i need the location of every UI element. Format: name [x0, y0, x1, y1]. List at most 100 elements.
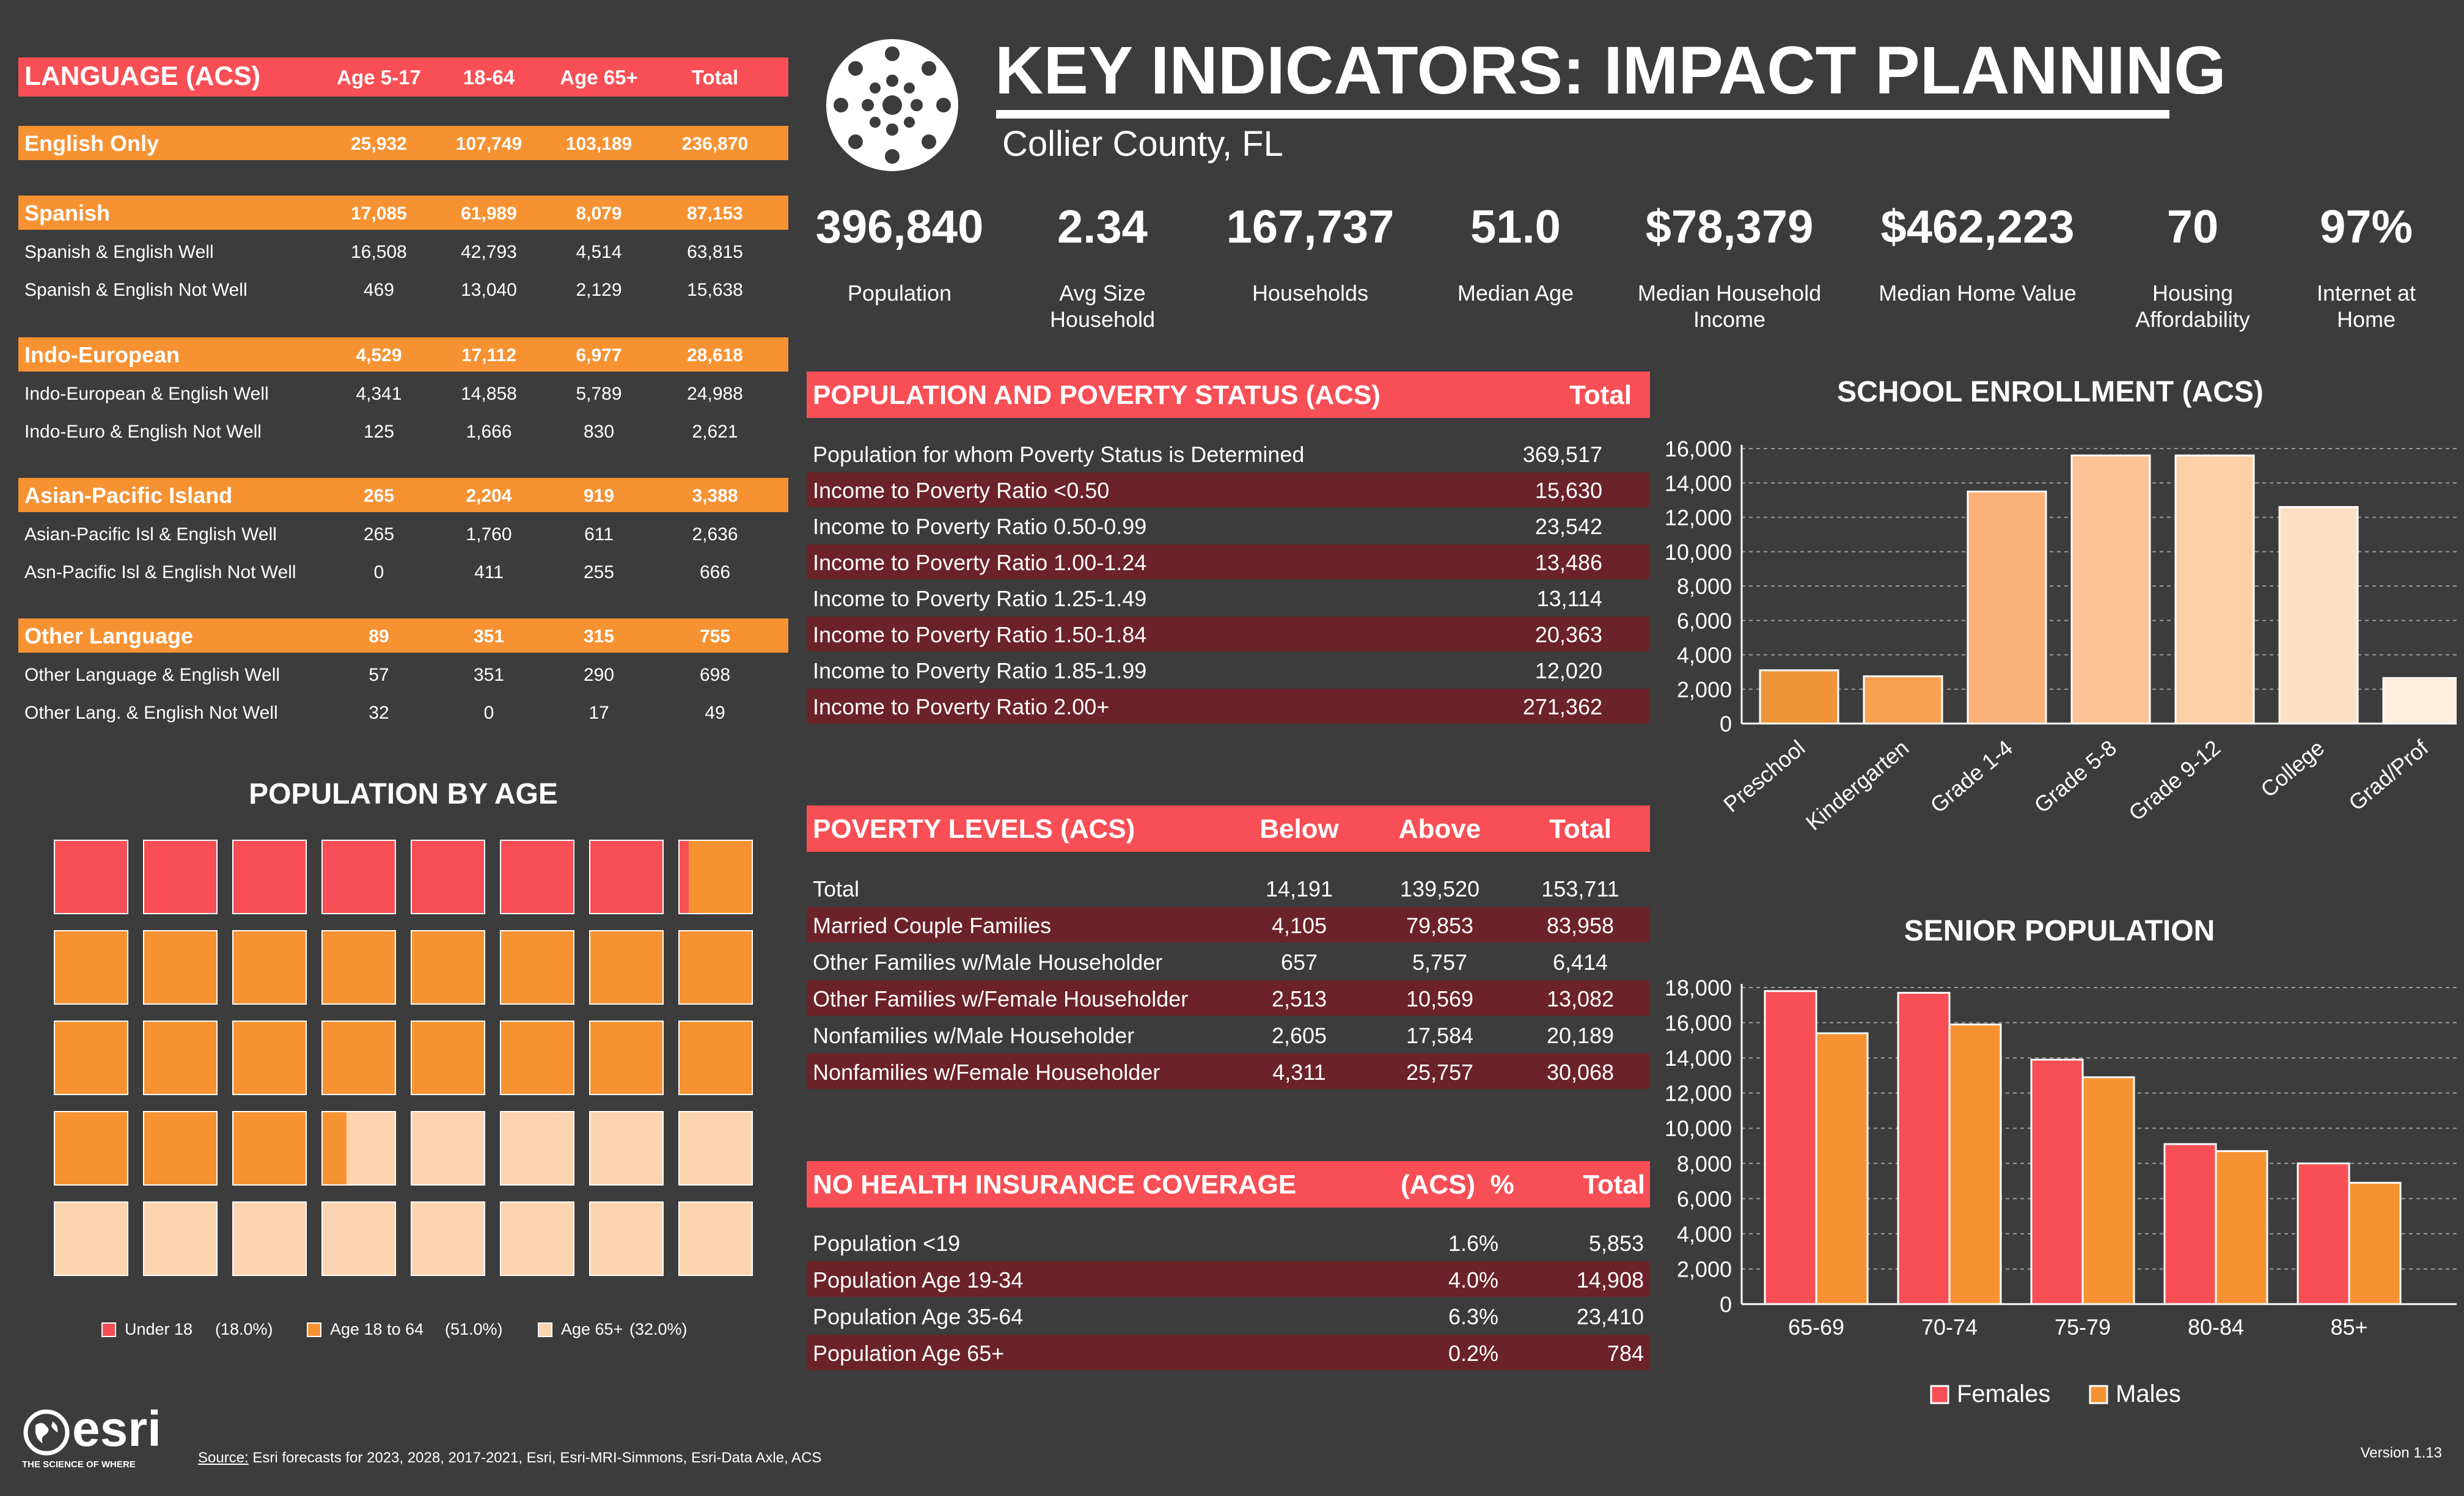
language-sub-value: 15,638: [687, 280, 743, 300]
waffle-fill: [55, 1022, 127, 1094]
x-tick-label: Grad/Prof: [2344, 735, 2433, 815]
language-group-value: 17,085: [351, 204, 407, 224]
poverty-levels-col-header: Total: [1549, 814, 1612, 844]
x-tick-label: 75-79: [2055, 1314, 2111, 1340]
bar: [1967, 490, 2047, 725]
waffle-fill: [144, 1203, 216, 1275]
language-group-value: 4,529: [356, 345, 402, 365]
poverty-levels-label: Nonfamilies w/Male Householder: [813, 1023, 1135, 1048]
legend-pct: (51.0%): [445, 1320, 503, 1338]
poverty-status-value: 15,630: [1535, 478, 1602, 503]
health-value: 14,908: [1576, 1267, 1644, 1292]
poverty-status-row: Income to Poverty Ratio 2.00+ 271,362: [807, 689, 1650, 724]
poverty-status-value: 271,362: [1522, 694, 1602, 719]
poverty-levels-row: Married Couple Families 4,105 79,853 83,958: [807, 907, 1650, 942]
language-sub-value: 4,341: [356, 384, 402, 404]
language-sub-value: 63,815: [687, 242, 743, 262]
health-row: Population Age 65+ 0.2% 784: [807, 1335, 1650, 1370]
bar-males: [2348, 1181, 2402, 1305]
poverty-levels-value: 17,584: [1406, 1023, 1474, 1048]
poverty-status-label: Income to Poverty Ratio 1.25-1.49: [813, 586, 1147, 611]
poverty-status-value: 20,363: [1535, 622, 1602, 647]
y-tick-label: 6,000: [1677, 1186, 1732, 1211]
language-col-header: Age 5-17: [337, 66, 421, 89]
kpi-value: 2.34: [1057, 201, 1148, 253]
legend-label: Age 65+: [561, 1320, 623, 1338]
health-pct: 1.6%: [1448, 1231, 1498, 1256]
language-group-row: Indo-European 4,529 17,112 6,977 28,618: [18, 337, 788, 372]
bar-females: [1897, 992, 1951, 1305]
language-sub-value: 16,508: [351, 242, 407, 262]
waffle-fill: [233, 1022, 306, 1094]
waffle-square: [143, 1201, 218, 1276]
school-enrollment-title: SCHOOL ENROLLMENT (ACS): [1837, 376, 2264, 408]
poverty-levels-col-header: Above: [1398, 814, 1481, 844]
bar-males: [2215, 1150, 2268, 1305]
poverty-levels-value: 153,711: [1541, 876, 1619, 901]
language-sub-value: 49: [705, 703, 725, 723]
kpi-label: Median Age: [1457, 280, 1574, 306]
waffle-fill: [590, 1203, 662, 1275]
poverty-levels-label: Nonfamilies w/Female Householder: [813, 1060, 1160, 1085]
waffle-fill: [323, 1112, 346, 1184]
waffle-fill: [323, 1022, 395, 1094]
poverty-levels-value: 20,189: [1546, 1023, 1615, 1048]
poverty-levels-value: 10,569: [1406, 986, 1474, 1011]
language-sub-value: 42,793: [461, 242, 517, 262]
waffle-fill: [689, 841, 752, 913]
poverty-levels-value: 5,757: [1412, 950, 1468, 975]
waffle-fill: [590, 1112, 662, 1184]
language-group-value: 103,189: [565, 134, 632, 154]
language-sub-value: 13,040: [461, 280, 517, 300]
language-group-value: 87,153: [687, 204, 743, 224]
poverty-status-label: Income to Poverty Ratio 1.50-1.84: [813, 622, 1147, 647]
poverty-levels-row: Other Families w/Male Householder 657 5,75…: [807, 944, 1650, 979]
waffle-square: [321, 930, 396, 1005]
language-group-row: Asian-Pacific Island 265 2,204 919 3,388: [18, 478, 788, 512]
waffle-square: [321, 1111, 396, 1186]
poverty-levels-value: 83,958: [1546, 913, 1615, 938]
poverty-levels-value: 30,068: [1546, 1060, 1615, 1085]
language-sub-value: 2,636: [692, 524, 738, 544]
poverty-status-label: Income to Poverty Ratio 2.00+: [813, 694, 1110, 719]
waffle-square: [589, 1111, 664, 1186]
health-value: 784: [1607, 1341, 1644, 1366]
health-pct: 0.2%: [1448, 1341, 1498, 1366]
waffle-square: [500, 840, 574, 914]
poverty-levels-title: POVERTY LEVELS (ACS): [813, 814, 1135, 844]
kpi-value: $78,379: [1645, 201, 1814, 253]
poverty-status-label: Income to Poverty Ratio <0.50: [813, 478, 1110, 503]
poverty-levels-label: Married Couple Families: [813, 913, 1052, 938]
y-tick-label: 8,000: [1677, 1151, 1732, 1176]
x-tick-label: Grade 9-12: [2124, 735, 2225, 826]
waffle-fill: [144, 1022, 216, 1094]
page-title: KEY INDICATORS: IMPACT PLANNING: [995, 33, 2226, 108]
waffle-fill: [680, 1022, 752, 1094]
y-tick-label: 12,000: [1665, 1081, 1732, 1106]
bar-females: [2030, 1058, 2084, 1305]
bar-males: [1815, 1032, 1869, 1305]
language-sub-value: 290: [583, 665, 615, 685]
waffle-fill: [55, 1112, 127, 1184]
language-group-name: Asian-Pacific Island: [24, 483, 233, 508]
poverty-levels-row: Nonfamilies w/Male Householder 2,605 17,58…: [807, 1017, 1650, 1052]
bar-females: [2297, 1162, 2350, 1305]
language-sub-name: Spanish & English Not Well: [24, 280, 248, 300]
bar: [1759, 669, 1839, 725]
language-sub-name: Indo-Euro & English Not Well: [24, 422, 262, 442]
y-tick-label: 4,000: [1677, 643, 1732, 668]
language-col-header: Age 65+: [560, 66, 638, 89]
poverty-levels-header: POVERTY LEVELS (ACS) Below Above Total: [807, 805, 1650, 852]
y-tick-label: 2,000: [1677, 1256, 1732, 1282]
source-text: Esri forecasts for 2023, 2028, 2017-2021…: [248, 1450, 822, 1466]
kpi-value: 51.0: [1470, 201, 1561, 253]
language-group-value: 2,204: [466, 486, 512, 506]
waffle-fill: [590, 931, 662, 1003]
waffle-fill: [680, 841, 689, 913]
waffle-fill: [144, 1112, 216, 1184]
language-sub-row: Indo-Euro & English Not Well 125 1,666 830 2…: [18, 418, 788, 449]
poverty-status-value: 13,114: [1536, 586, 1602, 611]
language-sub-name: Spanish & English Well: [24, 242, 214, 262]
poverty-levels-value: 139,520: [1399, 876, 1480, 901]
waffle-fill: [412, 1203, 484, 1275]
